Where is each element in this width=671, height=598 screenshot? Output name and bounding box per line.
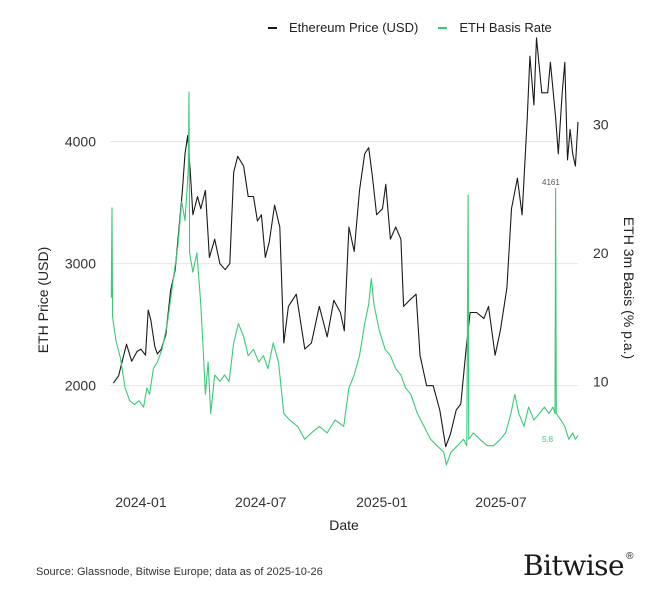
legend-item-ethereum-price[interactable]: Ethereum Price (USD) <box>268 20 418 35</box>
y-right-tick-30: 30 <box>593 116 609 132</box>
y-right-tick-10: 10 <box>593 373 609 389</box>
y-left-tick-labels: 2000 3000 4000 <box>65 134 96 394</box>
brand-logo-text: Bitwise <box>522 549 625 582</box>
brand-logo: Bitwise ® <box>522 549 634 582</box>
chart-legend: Ethereum Price (USD) ETH Basis Rate <box>268 20 572 35</box>
y-left-axis-title: ETH Price (USD) <box>35 247 51 354</box>
legend-item-eth-basis-rate[interactable]: ETH Basis Rate <box>438 20 552 35</box>
end-label-basis: 5.8 <box>542 435 554 444</box>
legend-label-eth-basis-rate: ETH Basis Rate <box>459 20 552 35</box>
x-tick-2024-07: 2024-07 <box>235 494 287 510</box>
y-left-tick-2000: 2000 <box>65 378 96 394</box>
y-left-tick-3000: 3000 <box>65 256 96 272</box>
y-left-tick-4000: 4000 <box>65 134 96 150</box>
legend-label-ethereum-price: Ethereum Price (USD) <box>289 20 419 35</box>
x-tick-2025-01: 2025-01 <box>356 494 408 510</box>
y-right-tick-20: 20 <box>593 245 609 261</box>
legend-swatch-ethereum-price <box>268 26 277 29</box>
y-right-tick-labels: 10 20 30 <box>593 116 609 389</box>
x-tick-labels: 2024-01 2024-07 2025-01 2025-07 <box>115 494 527 510</box>
x-tick-2025-07: 2025-07 <box>475 494 527 510</box>
x-tick-2024-01: 2024-01 <box>115 494 167 510</box>
legend-swatch-eth-basis-rate <box>438 26 448 29</box>
registered-mark-icon: ® <box>626 551 633 562</box>
source-note: Source: Glassnode, Bitwise Europe; data … <box>36 566 323 578</box>
basis-line <box>110 91 579 466</box>
end-label-price: 4161 <box>542 178 560 187</box>
series-eth-basis-rate <box>110 91 579 466</box>
y-right-axis-title: ETH 3m Basis (% p.a.) <box>621 217 637 359</box>
x-axis-title: Date <box>329 517 359 533</box>
